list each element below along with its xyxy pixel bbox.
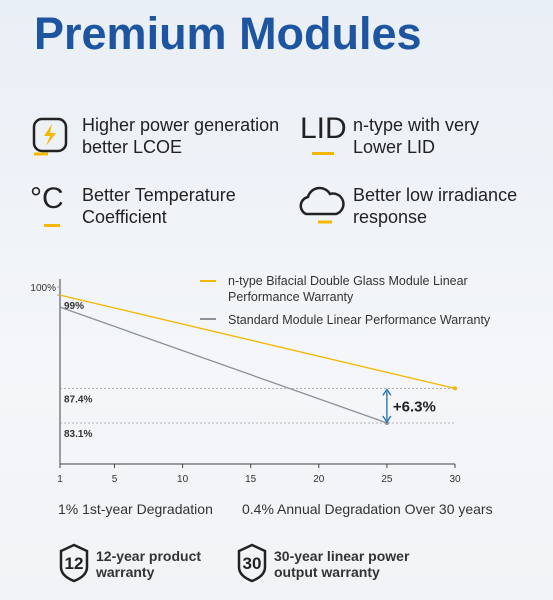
badge-number: 12: [65, 554, 84, 573]
feature-text: n-type with very Lower LID: [353, 115, 480, 157]
badge-text: 12-year product warranty: [96, 548, 202, 580]
badge-number: 30: [243, 554, 262, 573]
x-tick-label: 5: [112, 474, 118, 485]
lid-icon: LID: [300, 112, 347, 145]
note: 0.4% Annual Degradation Over 30 years: [242, 501, 493, 517]
arrow-head: [382, 388, 392, 396]
y-tick-label: 99%: [64, 301, 84, 312]
x-tick-label: 25: [381, 474, 393, 485]
y-tick-label: 83.1%: [64, 429, 92, 440]
icon-accent: [44, 224, 60, 227]
badge-icon: 12: [59, 543, 89, 583]
title: Premium Modules: [34, 8, 422, 59]
x-tick-label: 15: [245, 474, 257, 485]
temp-icon: °C: [30, 182, 64, 215]
series-line: [59, 294, 456, 390]
note: 1% 1st-year Degradation: [58, 501, 213, 517]
icon-accent: [312, 152, 334, 155]
y-tick-label: 100%: [30, 283, 56, 294]
feature-text: Higher power generation better LCOE: [82, 115, 280, 157]
end-point: [453, 386, 457, 391]
arrow-head: [382, 415, 392, 424]
bolt-icon: [32, 117, 68, 156]
feature-text: Better low irradiance response: [353, 185, 518, 227]
badge-text: 30-year linear power output warranty: [274, 548, 410, 580]
cloud-icon: [299, 186, 345, 224]
feature-text: Better Temperature Coefficient: [82, 185, 236, 227]
x-tick-label: 30: [449, 474, 461, 485]
annotation: +6.3%: [393, 399, 436, 416]
badge-icon: 30: [237, 543, 267, 583]
x-tick-label: 20: [313, 474, 325, 485]
x-tick-label: 1: [57, 474, 63, 485]
legend-label: n-type Bifacial Double Glass Module Line…: [228, 274, 468, 304]
legend-label: Standard Module Linear Performance Warra…: [228, 313, 491, 327]
series-line: [59, 306, 388, 424]
x-tick-label: 10: [177, 474, 189, 485]
y-tick-label: 87.4%: [64, 394, 92, 405]
